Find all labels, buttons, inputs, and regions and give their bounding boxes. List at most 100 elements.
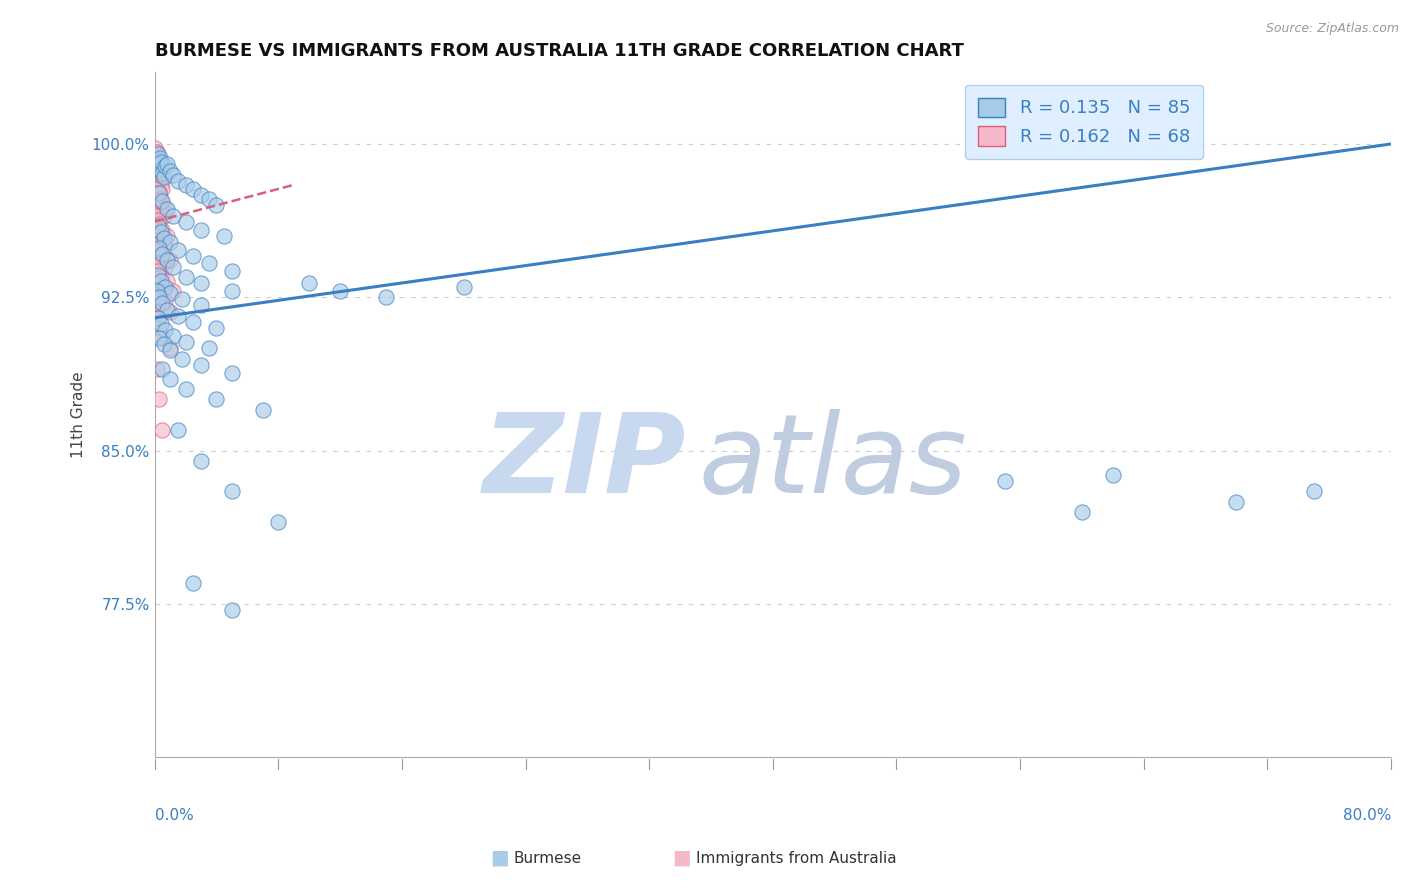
Point — [150, 165, 173, 179]
Point — [148, 157, 170, 171]
Point — [148, 223, 170, 237]
Point — [150, 194, 173, 209]
Point — [145, 239, 167, 253]
Point — [146, 219, 169, 233]
Text: ▪: ▪ — [672, 844, 692, 872]
Point — [149, 155, 172, 169]
Point — [146, 153, 169, 168]
Point — [145, 151, 167, 165]
Point — [205, 198, 228, 212]
Point — [148, 290, 170, 304]
Text: ▪: ▪ — [489, 844, 509, 872]
Point — [148, 249, 170, 263]
Point — [148, 198, 170, 212]
Point — [150, 249, 173, 263]
Point — [197, 342, 219, 356]
Point — [146, 263, 169, 277]
Point — [145, 214, 167, 228]
Point — [166, 423, 188, 437]
Point — [146, 212, 169, 227]
Point — [148, 392, 170, 407]
Point — [166, 244, 188, 258]
Point — [145, 290, 167, 304]
Point — [145, 263, 167, 277]
Point — [148, 171, 170, 186]
Point — [145, 145, 167, 160]
Point — [329, 284, 352, 298]
Point — [149, 229, 172, 244]
Point — [146, 284, 169, 298]
Point — [145, 209, 167, 223]
Point — [205, 392, 228, 407]
Point — [146, 361, 169, 376]
Point — [166, 174, 188, 188]
Point — [453, 280, 475, 294]
Point — [146, 237, 169, 252]
Text: 0.0%: 0.0% — [155, 808, 194, 823]
Point — [155, 280, 177, 294]
Point — [153, 231, 176, 245]
Point — [148, 321, 170, 335]
Point — [212, 229, 235, 244]
Point — [166, 309, 188, 323]
Point — [181, 576, 204, 591]
Point — [148, 157, 170, 171]
Point — [155, 260, 177, 274]
Point — [145, 141, 167, 155]
Point — [162, 284, 184, 298]
Point — [150, 196, 173, 211]
Point — [1101, 468, 1123, 483]
Point — [148, 161, 170, 176]
Point — [146, 168, 169, 182]
Legend: R = 0.135   N = 85, R = 0.162   N = 68: R = 0.135 N = 85, R = 0.162 N = 68 — [966, 85, 1202, 159]
Text: ZIP: ZIP — [482, 409, 686, 516]
Point — [146, 182, 169, 196]
Point — [149, 202, 172, 217]
Point — [162, 168, 184, 182]
Point — [153, 235, 176, 249]
Point — [221, 366, 243, 380]
Point — [190, 298, 212, 312]
Point — [146, 296, 169, 310]
Point — [162, 260, 184, 274]
Point — [150, 182, 173, 196]
Point — [156, 302, 179, 317]
Point — [148, 331, 170, 345]
Point — [197, 255, 219, 269]
Point — [155, 160, 177, 174]
Point — [162, 209, 184, 223]
Point — [162, 329, 184, 343]
Text: BURMESE VS IMMIGRANTS FROM AUSTRALIA 11TH GRADE CORRELATION CHART: BURMESE VS IMMIGRANTS FROM AUSTRALIA 11T… — [155, 42, 963, 60]
Point — [156, 157, 179, 171]
Point — [148, 244, 170, 258]
Point — [150, 169, 173, 184]
Point — [150, 223, 173, 237]
Point — [174, 269, 197, 284]
Point — [994, 475, 1017, 489]
Point — [153, 209, 176, 223]
Point — [148, 290, 170, 304]
Point — [149, 225, 172, 239]
Point — [197, 192, 219, 206]
Point — [146, 244, 169, 258]
Point — [267, 515, 290, 529]
Point — [149, 192, 172, 206]
Point — [252, 402, 274, 417]
Point — [156, 253, 179, 268]
Point — [146, 219, 169, 233]
Point — [146, 310, 169, 325]
Point — [148, 241, 170, 255]
Point — [1302, 484, 1324, 499]
Point — [174, 178, 197, 192]
Point — [150, 247, 173, 261]
Point — [221, 263, 243, 277]
Point — [221, 284, 243, 298]
Point — [190, 358, 212, 372]
Point — [205, 321, 228, 335]
Point — [159, 163, 181, 178]
Point — [155, 294, 177, 309]
Point — [148, 217, 170, 231]
Point — [148, 276, 170, 290]
Point — [149, 274, 172, 288]
Text: 80.0%: 80.0% — [1343, 808, 1391, 823]
